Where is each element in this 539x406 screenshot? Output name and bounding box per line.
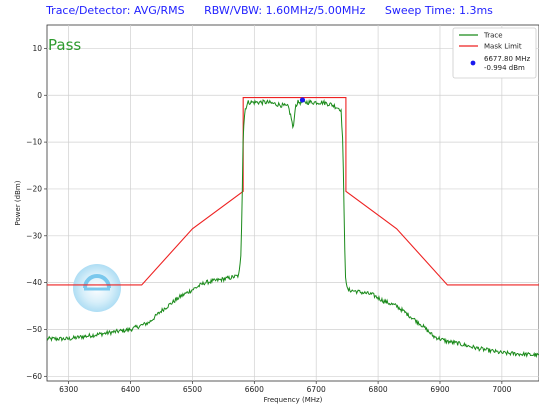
x-tick-label: 7000 [492,385,511,394]
sweep-time-label: Sweep Time: 1.3ms [384,4,493,17]
x-tick-label: 6800 [369,385,388,394]
x-tick-label: 6900 [430,385,449,394]
mask-limit-line [47,97,539,286]
legend-mask-label: Mask Limit [484,43,522,51]
legend-box [452,27,537,79]
x-tick-label: 6300 [59,385,78,394]
trace-detector-label: Trace/Detector: AVG/RMS [46,4,185,17]
x-tick-label: 6700 [307,385,326,394]
plot-area [46,24,539,382]
trace-line [47,98,539,359]
x-tick-label: 6500 [183,385,202,394]
x-tick-label: 6600 [245,385,264,394]
y-tick-label: −20 [26,185,42,194]
y-tick-label: 0 [37,91,42,100]
legend: Trace Mask Limit 6677.80 MHz -0.994 dBm [452,27,537,79]
y-tick-label: 10 [32,44,42,53]
x-tick-label: 6400 [121,385,140,394]
y-tick-label: −50 [26,325,42,334]
legend-marker-freq: 6677.80 MHz [484,55,530,63]
y-tick-label: −10 [26,138,42,147]
grid-lines [47,25,539,381]
y-tick-label: −60 [26,372,42,381]
y-axis-ticks: 10 0 −10 −20 −30 −40 −50 −60 [26,44,47,381]
y-tick-label: −40 [26,278,42,287]
pass-verdict: Pass [48,36,81,54]
legend-marker-swatch [470,60,476,66]
x-axis-label: Frequency (MHz) [264,396,323,404]
legend-trace-label: Trace [483,32,503,40]
y-tick-label: −30 [26,231,42,240]
measurement-header: Trace/Detector: AVG/RMS RBW/VBW: 1.60MHz… [0,4,539,17]
marker-point [299,97,306,103]
legend-marker-power: -0.994 dBm [484,64,525,72]
y-axis-label: Power (dBm) [14,180,22,225]
x-axis-ticks: 6300 6400 6500 6600 6700 6800 6900 7000 [59,381,512,394]
watermark-logo [73,264,121,312]
rbw-vbw-label: RBW/VBW: 1.60MHz/5.00MHz [204,4,366,17]
